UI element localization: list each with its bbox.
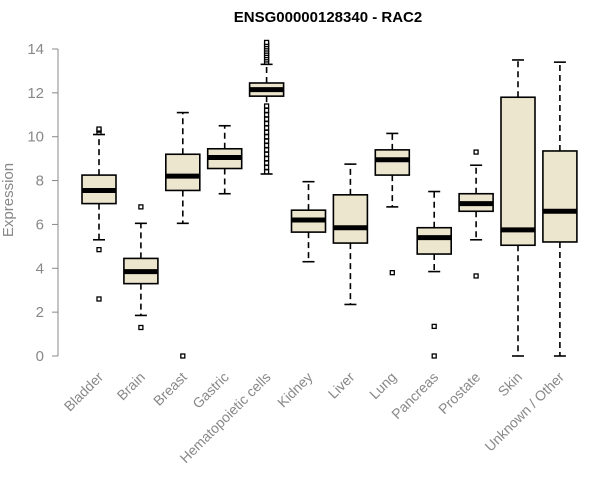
outlier-point xyxy=(263,116,270,122)
outlier-point xyxy=(263,125,270,131)
x-category-label: Kidney xyxy=(274,369,316,411)
box-pancreas xyxy=(416,190,453,359)
box-liver xyxy=(332,163,369,306)
outlier-point xyxy=(96,246,102,253)
outlier-point xyxy=(263,160,270,166)
outlier-point xyxy=(263,147,270,153)
box-unknown-other xyxy=(542,61,578,357)
x-category-label: Prostate xyxy=(435,369,483,417)
x-category-label: Liver xyxy=(325,369,358,402)
box-lung xyxy=(374,132,411,276)
outlier-point xyxy=(263,164,270,171)
box-brain xyxy=(123,204,159,331)
outlier-point xyxy=(389,270,395,276)
outlier-point xyxy=(96,296,102,302)
outlier-point xyxy=(263,129,270,135)
x-category-label: Brain xyxy=(114,369,148,403)
y-axis-label: Expression xyxy=(0,163,17,237)
box-kidney xyxy=(290,180,327,263)
x-category-label: Skin xyxy=(495,369,526,400)
y-tick-label: 6 xyxy=(36,216,44,233)
iqr-box xyxy=(332,194,369,244)
y-tick-label: 0 xyxy=(36,348,44,365)
box-prostate xyxy=(458,149,494,279)
box-skin xyxy=(500,59,536,357)
outlier-point xyxy=(138,324,144,331)
chart-title: ENSG00000128340 - RAC2 xyxy=(234,9,422,26)
outlier-point xyxy=(473,273,479,279)
x-category-label: Unknown / Other xyxy=(481,369,567,455)
outlier-point xyxy=(263,151,270,157)
y-axis: 0 2 4 6 8 10 12 14 xyxy=(27,41,59,365)
outlier-point xyxy=(263,120,270,127)
box-gastric xyxy=(206,124,243,195)
outlier-point xyxy=(263,112,270,118)
boxes-layer xyxy=(81,39,578,359)
outlier-point xyxy=(263,107,270,114)
iqr-box xyxy=(374,149,411,176)
outlier-point xyxy=(431,353,437,359)
iqr-box xyxy=(416,226,453,255)
box-bladder xyxy=(81,126,117,302)
outlier-point xyxy=(263,39,270,46)
iqr-box xyxy=(542,150,578,243)
outlier-point xyxy=(138,204,144,210)
outlier-point xyxy=(263,138,270,144)
outlier-point xyxy=(263,103,270,109)
outlier-point xyxy=(431,323,437,330)
outlier-point xyxy=(263,169,270,175)
outlier-point xyxy=(473,149,479,155)
y-tick-label: 2 xyxy=(36,304,44,321)
x-category-label: Bladder xyxy=(61,369,107,415)
box-breast xyxy=(165,111,201,359)
iqr-box xyxy=(165,153,201,192)
outlier-point xyxy=(263,155,270,162)
x-category-label: Pancreas xyxy=(388,369,441,422)
outlier-point xyxy=(180,353,186,359)
y-tick-label: 10 xyxy=(27,129,44,146)
x-category-label: Breast xyxy=(150,369,190,409)
y-tick-label: 14 xyxy=(27,41,44,58)
outlier-point xyxy=(263,142,270,149)
y-tick-label: 12 xyxy=(27,85,44,102)
x-category-label: Lung xyxy=(366,369,399,402)
y-tick-label: 4 xyxy=(36,260,44,277)
outlier-point xyxy=(96,126,102,132)
box-hematopoietic-cells xyxy=(248,39,285,175)
iqr-box xyxy=(500,96,536,247)
y-tick-label: 8 xyxy=(36,173,44,190)
outlier-point xyxy=(263,134,270,140)
